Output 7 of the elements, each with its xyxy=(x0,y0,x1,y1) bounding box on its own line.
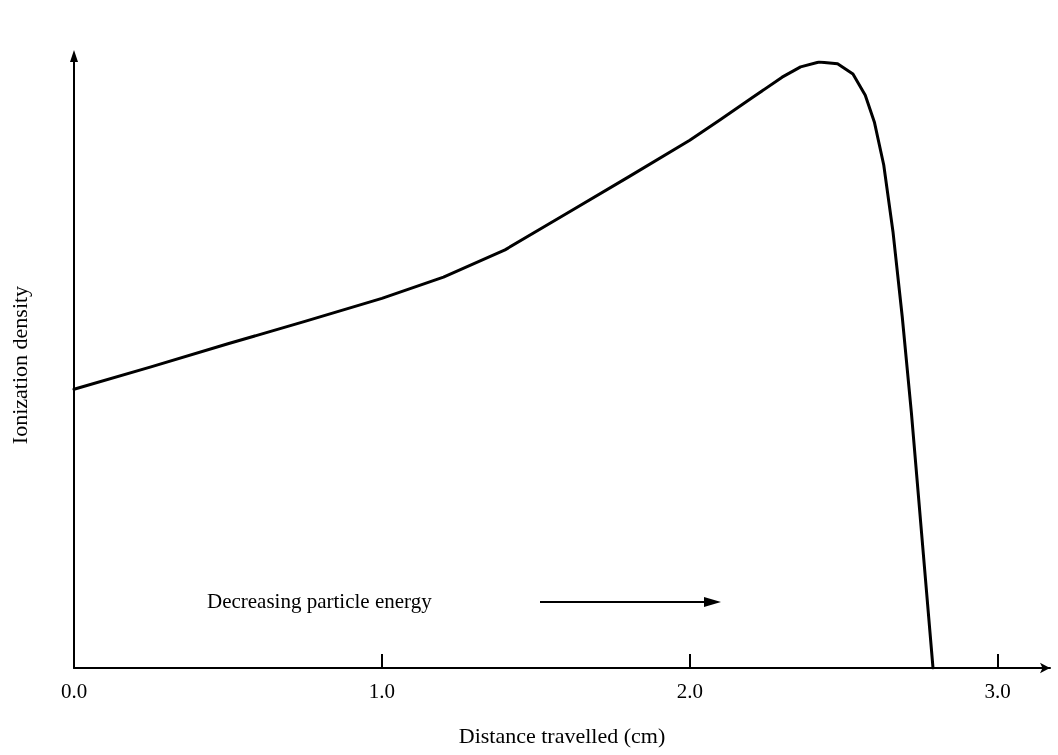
x-tick-label: 2.0 xyxy=(676,678,703,703)
x-axis-title: Distance travelled (cm) xyxy=(458,722,666,748)
annotation: Decreasing particle energy xyxy=(207,588,433,613)
x-tick-label: 1.0 xyxy=(368,678,396,703)
x-tick-label: 0.0 xyxy=(60,678,88,703)
x-tick-label: 3.0 xyxy=(984,678,1011,703)
y-axis-title: Ionization density xyxy=(6,285,32,445)
